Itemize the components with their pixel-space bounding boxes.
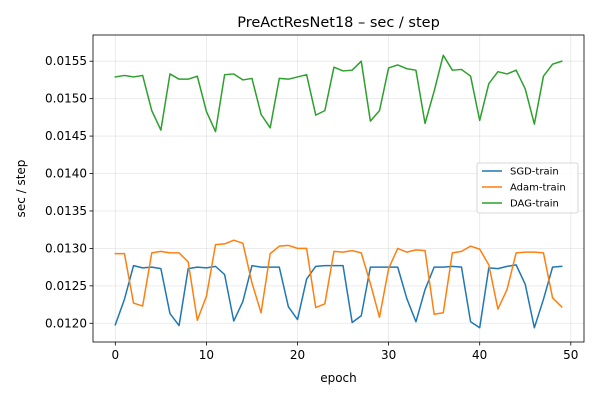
x-tick-label: 0 [111, 348, 119, 362]
x-tick-label: 10 [199, 348, 214, 362]
x-axis: 0 10 20 30 40 50 [111, 342, 578, 362]
series-line-dag-train [114, 54, 563, 133]
x-tick-label: 50 [563, 348, 578, 362]
y-axis-label: sec / step [14, 160, 28, 218]
chart-title: PreActResNet18 – sec / step [237, 15, 440, 31]
legend-label-dag-train: DAG-train [510, 199, 559, 210]
x-axis-label: epoch [320, 371, 357, 385]
plot-frame [92, 34, 585, 343]
legend-label-adam-train: Adam-train [510, 183, 566, 194]
y-tick-label: 0.0155 [45, 54, 87, 68]
y-tick-label: 0.0130 [45, 241, 87, 255]
x-tick-label: 40 [472, 348, 487, 362]
legend-label-sgd-train: SGD-train [510, 167, 559, 178]
legend: SGD-train Adam-train DAG-train [476, 162, 579, 214]
series-layer [114, 54, 563, 329]
y-tick-label: 0.0145 [45, 129, 87, 143]
y-axis: 0.0120 0.0125 0.0130 0.0135 0.0140 0.0145 0.01… [45, 54, 93, 330]
x-tick-label: 20 [290, 348, 305, 362]
y-tick-label: 0.0150 [45, 92, 87, 106]
y-tick-label: 0.0140 [45, 167, 87, 181]
series-line-adam-train [114, 239, 563, 322]
legend-box [476, 162, 579, 214]
y-tick-label: 0.0125 [45, 279, 87, 293]
y-tick-label: 0.0135 [45, 204, 87, 218]
y-tick-label: 0.0120 [45, 316, 87, 330]
x-tick-label: 30 [381, 348, 396, 362]
